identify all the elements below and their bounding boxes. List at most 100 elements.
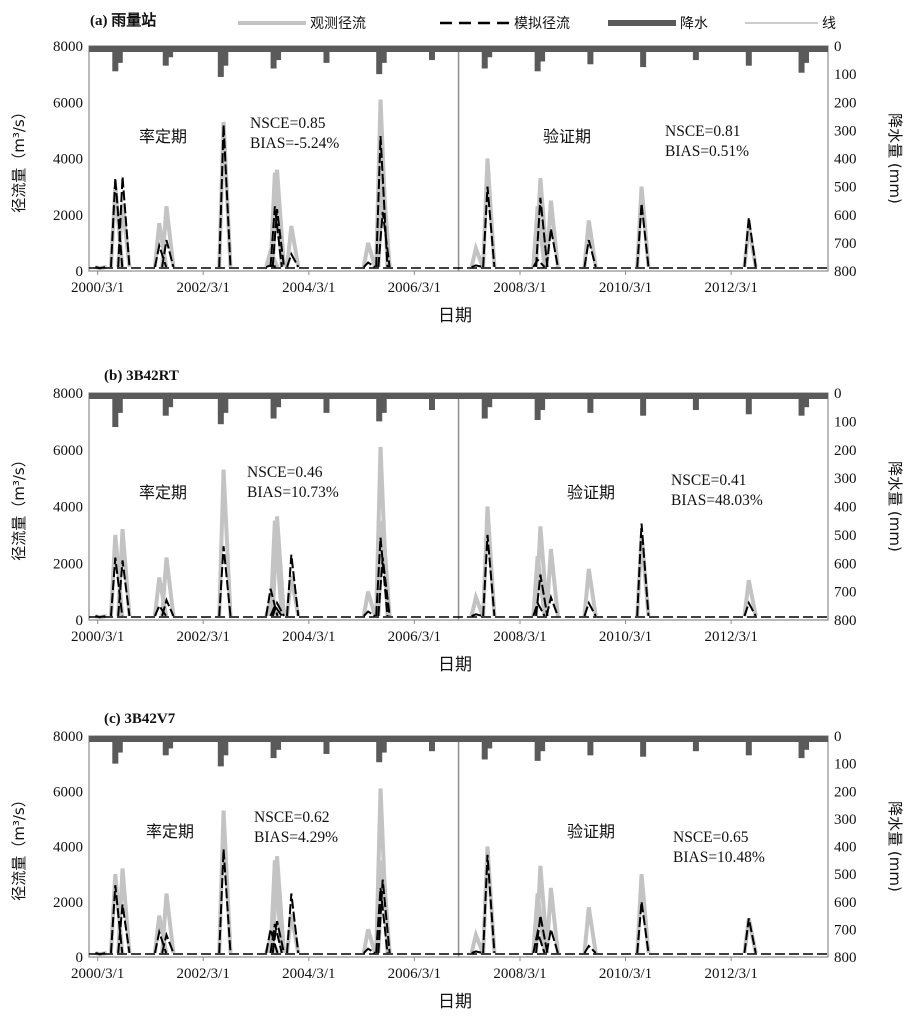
panel-0-simulated-peak <box>286 251 300 268</box>
legend-simulated-label: 模拟径流 <box>514 16 570 32</box>
panel-1-simulated-peak <box>583 600 597 617</box>
panel-2-y2tick-label: 300 <box>834 812 857 828</box>
panel-0-simulated-peak <box>471 264 484 268</box>
panel-0-y2tick-label: 100 <box>834 67 857 83</box>
panel-1-observed-peak <box>270 516 286 617</box>
panel-1-simulated-peak <box>269 603 283 617</box>
panel-0-precip-bar <box>640 46 647 68</box>
panel-2-xtick-label: 2012/3/1 <box>704 966 757 982</box>
panel-2-xtick-label: 2002/3/1 <box>177 966 230 982</box>
panel-0-y2tick-label: 0 <box>834 39 842 55</box>
panel-0-precip-bar <box>481 46 488 69</box>
panel-2-simulated-peak <box>117 904 131 954</box>
panel-2-y2tick-label: 0 <box>834 729 842 745</box>
panel-1-xtick-label: 2000/3/1 <box>71 629 124 645</box>
panel-2-period-validation: 验证期 <box>567 822 615 841</box>
panel-0-precip-baseline <box>89 46 828 52</box>
panel-1-observed-peak <box>742 579 758 617</box>
panel-2-title: (c) 3B42V7 <box>104 711 176 727</box>
panel-1-precip-baseline <box>89 393 828 399</box>
panel-0-y2tick-label: 500 <box>834 180 857 196</box>
panel-1-cal-bias: BIAS=10.73% <box>247 484 339 501</box>
panel-0-precip-bar <box>534 46 541 72</box>
panel-2-precip-bar <box>323 736 330 754</box>
panel-1-simulated-peak <box>117 560 131 617</box>
panel-2-cal-bias: BIAS=4.29% <box>254 829 338 846</box>
panel-1-precip-bar <box>539 393 546 411</box>
panel-1-precip-bar <box>692 393 699 411</box>
panel-2-val-bias: BIAS=10.48% <box>673 849 765 866</box>
panel-1-simulated-peak <box>743 600 757 617</box>
panel-0-precip-bar <box>270 46 277 69</box>
panel-2-precip-bar <box>162 736 169 756</box>
panel-2-precip-bar <box>486 736 493 749</box>
panel-2-simulated-peak <box>583 944 597 954</box>
panel-0-y2tick-label: 800 <box>834 264 857 280</box>
panel-1-y2tick-label: 0 <box>834 386 842 402</box>
panel-0-y2tick-label: 400 <box>834 152 857 168</box>
panel-1-val-nsce: NSCE=0.41 <box>671 472 747 489</box>
panel-2-precip-bar <box>428 736 435 752</box>
panel-2-precip-baseline <box>89 736 828 742</box>
panel-1-precip-bar <box>486 393 493 408</box>
panel-1-ylabel: 径流量（m³/s） <box>10 452 28 561</box>
panel-1-precip-bar <box>116 393 123 413</box>
panel-0-simulated-peak <box>583 239 597 268</box>
panel-2-precip-bar <box>167 736 174 749</box>
panel-2-observed-peak <box>270 856 286 954</box>
panel-0-ytick-label: 2000 <box>53 208 83 224</box>
panel-1-y2tick-label: 600 <box>834 556 857 572</box>
panel-1-xtick-label: 2012/3/1 <box>704 629 757 645</box>
panel-0-xtick-label: 2006/3/1 <box>388 280 441 296</box>
panel-2-period-calibration: 率定期 <box>146 822 194 841</box>
panel-0-simulated-peak <box>271 209 285 268</box>
panel-0-xtick-label: 2012/3/1 <box>704 280 757 296</box>
panel-2-simulated-peak <box>636 901 650 954</box>
panel-1-precip-bar <box>745 393 752 415</box>
panel-2-simulated-peak <box>743 918 757 954</box>
panel-2-y2tick-label: 700 <box>834 922 857 938</box>
panel-0-precip-bar <box>112 46 119 72</box>
panel-2-precip-bar <box>112 736 119 764</box>
panel-1-precip-bar <box>222 393 229 413</box>
panel-1-simulated-peak <box>545 593 559 617</box>
panel-0-y2tick-label: 200 <box>834 95 857 111</box>
panel-0-simulated-peak <box>743 217 757 268</box>
panel-1-observed-peak <box>217 469 233 617</box>
panel-0-observed-peak <box>285 225 301 268</box>
panel-2-simulated-peak <box>218 849 232 954</box>
panel-0-precip-bar <box>745 46 752 66</box>
panel-2-precip-bar <box>798 736 805 759</box>
panel-0-y2tick-label: 600 <box>834 208 857 224</box>
panel-1-observed-peak <box>582 568 598 617</box>
panel-0-ytick-label: 4000 <box>53 152 83 168</box>
panel-0-ytick-label: 0 <box>76 264 84 280</box>
panel-0-y2tick-label: 300 <box>834 123 857 139</box>
panel-2-precip-bar <box>116 736 123 753</box>
panel-1-simulated-peak <box>482 534 496 617</box>
panel-0-observed-peak <box>544 200 560 268</box>
panel-1-precip-bar <box>428 393 435 411</box>
panel-0-ylabel: 径流量（m³/s） <box>10 104 28 213</box>
panel-1-y2tick-label: 200 <box>834 443 857 459</box>
panel-1-val-bias: BIAS=48.03% <box>671 492 763 509</box>
panel-2-observed-peak <box>361 928 377 954</box>
panel-0-observed-peak <box>582 220 598 268</box>
panel-1-precip-bar <box>270 393 277 419</box>
panel-1-y2tick-label: 100 <box>834 414 857 430</box>
panel-2-y2tick-label: 200 <box>834 784 857 800</box>
panel-0-xtick-label: 2000/3/1 <box>71 280 124 296</box>
panel-2-precip-bar <box>692 736 699 752</box>
panel-0-precip-bar <box>692 46 699 61</box>
panel-1-ytick-label: 4000 <box>53 500 83 516</box>
panel-0-observed-peak <box>469 241 485 268</box>
panel-2-precip-bar <box>380 736 387 753</box>
panel-1-observed-peak <box>160 557 176 617</box>
panel-0-simulated-peak <box>153 241 168 268</box>
panel-0-y2label: 降水量 (mm) <box>886 113 904 204</box>
panel-0-val-bias: BIAS=0.51% <box>665 143 749 160</box>
panel-2-y2label: 降水量 (mm) <box>886 801 904 892</box>
panel-2-simulated-peak <box>377 879 391 954</box>
panel-1-precip-bar <box>323 393 330 413</box>
panel-0-xtick-label: 2008/3/1 <box>493 280 546 296</box>
